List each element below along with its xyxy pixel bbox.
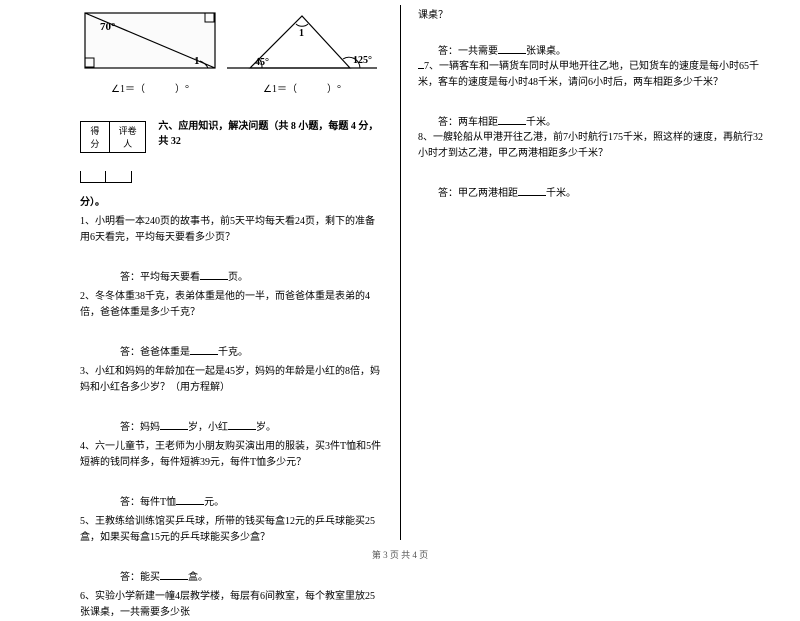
section6-header: 得分 评卷人 六、应用知识，解决问题（共 8 小题，每题 4 分，共 32 <box>80 103 382 183</box>
a1-pre: 答：平均每天要看 <box>120 272 200 283</box>
a3-pre: 答：妈妈 <box>120 422 160 433</box>
a2: 答：爸爸体重是 千克。 <box>120 343 382 358</box>
a1-blank <box>200 269 228 280</box>
page-footer: 第 3 页 共 4 页 <box>0 548 800 561</box>
a7-blank <box>498 114 526 125</box>
a3-b1 <box>160 419 188 430</box>
rect-angle-1: 1 <box>194 55 200 67</box>
a8-blank <box>518 185 546 196</box>
a4: 答：每件T恤 元。 <box>120 493 382 508</box>
figure-rectangle: 70° 1 ∠1＝（ ）° <box>80 8 220 95</box>
q7: 7、一辆客车和一辆货车同时从甲地开往乙地，已知货车的速度是每小时65千米，客车的… <box>418 59 770 91</box>
tri-angle-top: 1 <box>299 28 304 39</box>
a2-post: 千克。 <box>218 347 248 358</box>
tri-svg: 1 45° 125° <box>222 8 382 78</box>
a8-post: 千米。 <box>546 188 576 199</box>
a6-post: 张课桌。 <box>526 46 566 57</box>
score-v2 <box>106 171 132 183</box>
section6-title-tail: 分）。 <box>80 193 382 208</box>
left-column: 70° 1 ∠1＝（ ）° 1 45° 125° ∠1 <box>0 0 400 540</box>
figure-triangle: 1 45° 125° ∠1＝（ ）° <box>222 8 382 95</box>
q6: 6、实验小学新建一幢4层教学楼，每层有6间教室，每个教室里放25张课桌，一共需要… <box>80 589 382 621</box>
figures-row: 70° 1 ∠1＝（ ）° 1 45° 125° ∠1 <box>80 8 382 95</box>
a8: 答：甲乙两港相距 千米。 <box>438 184 770 199</box>
a8-pre: 答：甲乙两港相距 <box>438 188 518 199</box>
right-column: 课桌？ 答：一共需要 张课桌。 7、一辆客车和一辆货车同时从甲地开往乙地，已知货车… <box>400 0 800 540</box>
a3-mid: 岁，小红 <box>188 422 228 433</box>
score-h2: 评卷人 <box>110 121 147 153</box>
q2: 2、冬冬体重38千克，表弟体重是他的一半，而爸爸体重是表弟的4倍，爸爸体重是多少… <box>80 289 382 321</box>
a7-pre: 答：两车相距 <box>438 117 498 128</box>
q4: 4、六一儿童节，王老师为小朋友购买演出用的服装，买3件T恤和5件短裤的钱同样多，… <box>80 439 382 471</box>
tri-angle-left: 45° <box>255 57 269 68</box>
a7-post: 千米。 <box>526 117 556 128</box>
a3: 答：妈妈 岁，小红 岁。 <box>120 418 382 433</box>
a3-post: 岁。 <box>256 422 276 433</box>
a7: 答：两车相距 千米。 <box>438 113 770 128</box>
a4-blank <box>176 494 204 505</box>
a2-pre: 答：爸爸体重是 <box>120 347 190 358</box>
a1-post: 页。 <box>228 272 248 283</box>
a3-b2 <box>228 419 256 430</box>
section6-title: 六、应用知识，解决问题（共 8 小题，每题 4 分，共 32 <box>158 121 378 147</box>
a5: 答：能买 盒。 <box>120 568 382 583</box>
rect-svg: 70° 1 <box>80 8 220 78</box>
a4-pre: 答：每件T恤 <box>120 497 176 508</box>
q3: 3、小红和妈妈的年龄加在一起是45岁，妈妈的年龄是小红的8倍，妈妈和小红各多少岁… <box>80 364 382 396</box>
q1: 1、小明看一本240页的故事书，前5天平均每天看24页，剩下的准备用6天看完，平… <box>80 214 382 246</box>
tri-angle-ext: 125° <box>353 55 372 66</box>
rect-angle-tl: 70° <box>100 21 115 33</box>
q7-text: 7、一辆客车和一辆货车同时从甲地开往乙地，已知货车的速度是每小时65千米，客车的… <box>418 61 759 88</box>
a5-blank <box>160 569 188 580</box>
rect-caption: ∠1＝（ ）° <box>80 80 220 95</box>
a6: 答：一共需要 张课桌。 <box>438 42 770 57</box>
q5: 5、王教练给训练馆买乒乓球，所带的钱买每盒12元的乒乓球能买25盒，如果买每盒1… <box>80 514 382 546</box>
a2-blank <box>190 344 218 355</box>
tri-caption: ∠1＝（ ）° <box>222 80 382 95</box>
q6-tail: 课桌？ <box>418 8 770 24</box>
a4-post: 元。 <box>204 497 224 508</box>
score-v1 <box>80 171 106 183</box>
a1: 答：平均每天要看 页。 <box>120 268 382 283</box>
a5-post: 盒。 <box>188 572 208 583</box>
score-box: 得分 评卷人 <box>80 103 146 183</box>
q8: 8、一艘轮船从甲港开往乙港，前7小时航行175千米，照这样的速度，再航行32小时… <box>418 130 770 162</box>
a5-pre: 答：能买 <box>120 572 160 583</box>
a6-pre: 答：一共需要 <box>438 46 498 57</box>
a6-blank <box>498 43 526 54</box>
score-h1: 得分 <box>80 121 110 153</box>
